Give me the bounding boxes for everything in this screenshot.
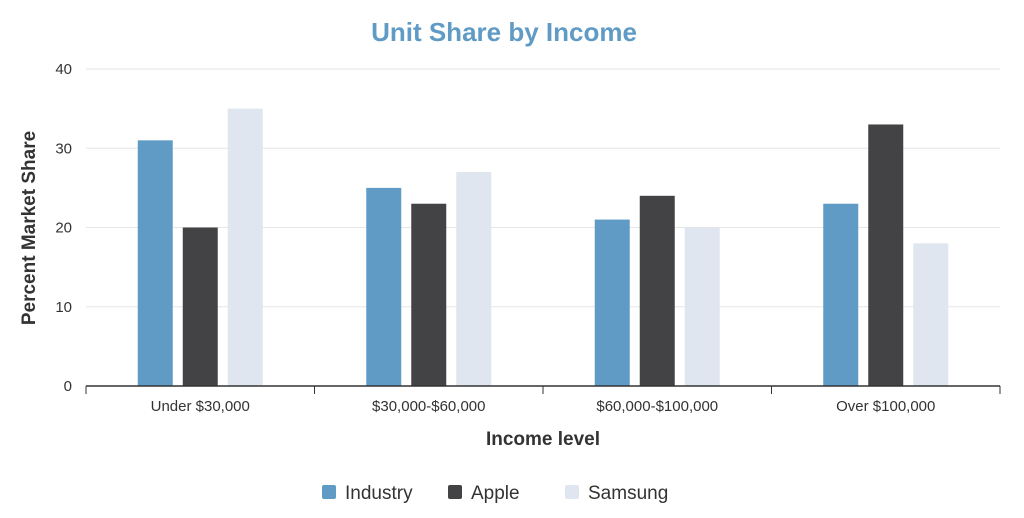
legend-label: Apple <box>471 483 520 504</box>
bar-apple-2 <box>411 203 447 386</box>
y-tick-label: 10 <box>55 299 72 316</box>
legend-swatch <box>448 485 462 499</box>
bar-samsung-2 <box>456 172 492 386</box>
gridlines <box>86 68 1000 308</box>
y-axis-title: Percent Market Share <box>19 131 40 325</box>
y-tick-label: 20 <box>55 220 72 237</box>
x-tick-label: $60,000-$100,000 <box>596 398 718 415</box>
bar-apple-4 <box>868 124 904 386</box>
bar-samsung-3 <box>684 227 720 386</box>
y-tick-label: 30 <box>55 140 72 157</box>
bar-samsung-4 <box>913 243 949 386</box>
bar-apple-3 <box>639 195 675 386</box>
bars <box>137 108 949 386</box>
legend-item-samsung[interactable]: Samsung <box>565 483 668 504</box>
y-tick-label: 40 <box>55 61 72 78</box>
legend-label: Industry <box>345 483 413 504</box>
x-axis-title: Income level <box>486 429 600 450</box>
bar-industry-3 <box>594 219 630 386</box>
axes <box>85 385 1001 394</box>
legend[interactable]: Industry Apple Samsung <box>322 483 668 504</box>
x-tick-label: Over $100,000 <box>836 398 935 415</box>
legend-swatch <box>565 485 579 499</box>
chart-title: Unit Share by Income <box>371 17 637 47</box>
bar-samsung-1 <box>227 108 263 386</box>
x-tick-label: Under $30,000 <box>151 398 250 415</box>
legend-label: Samsung <box>588 483 668 504</box>
bar-industry-4 <box>823 203 859 386</box>
legend-swatch <box>322 485 336 499</box>
y-tick-label: 0 <box>64 378 72 395</box>
y-tick-labels: 0 10 20 30 40 <box>55 61 72 395</box>
x-tick-labels: Under $30,000 $30,000-$60,000 $60,000-$100… <box>151 398 936 415</box>
bar-industry-2 <box>366 187 402 386</box>
bar-industry-1 <box>137 140 173 386</box>
legend-item-apple[interactable]: Apple <box>448 483 520 504</box>
x-tick-label: $30,000-$60,000 <box>372 398 485 415</box>
bar-apple-1 <box>182 227 218 386</box>
legend-item-industry[interactable]: Industry <box>322 483 413 504</box>
